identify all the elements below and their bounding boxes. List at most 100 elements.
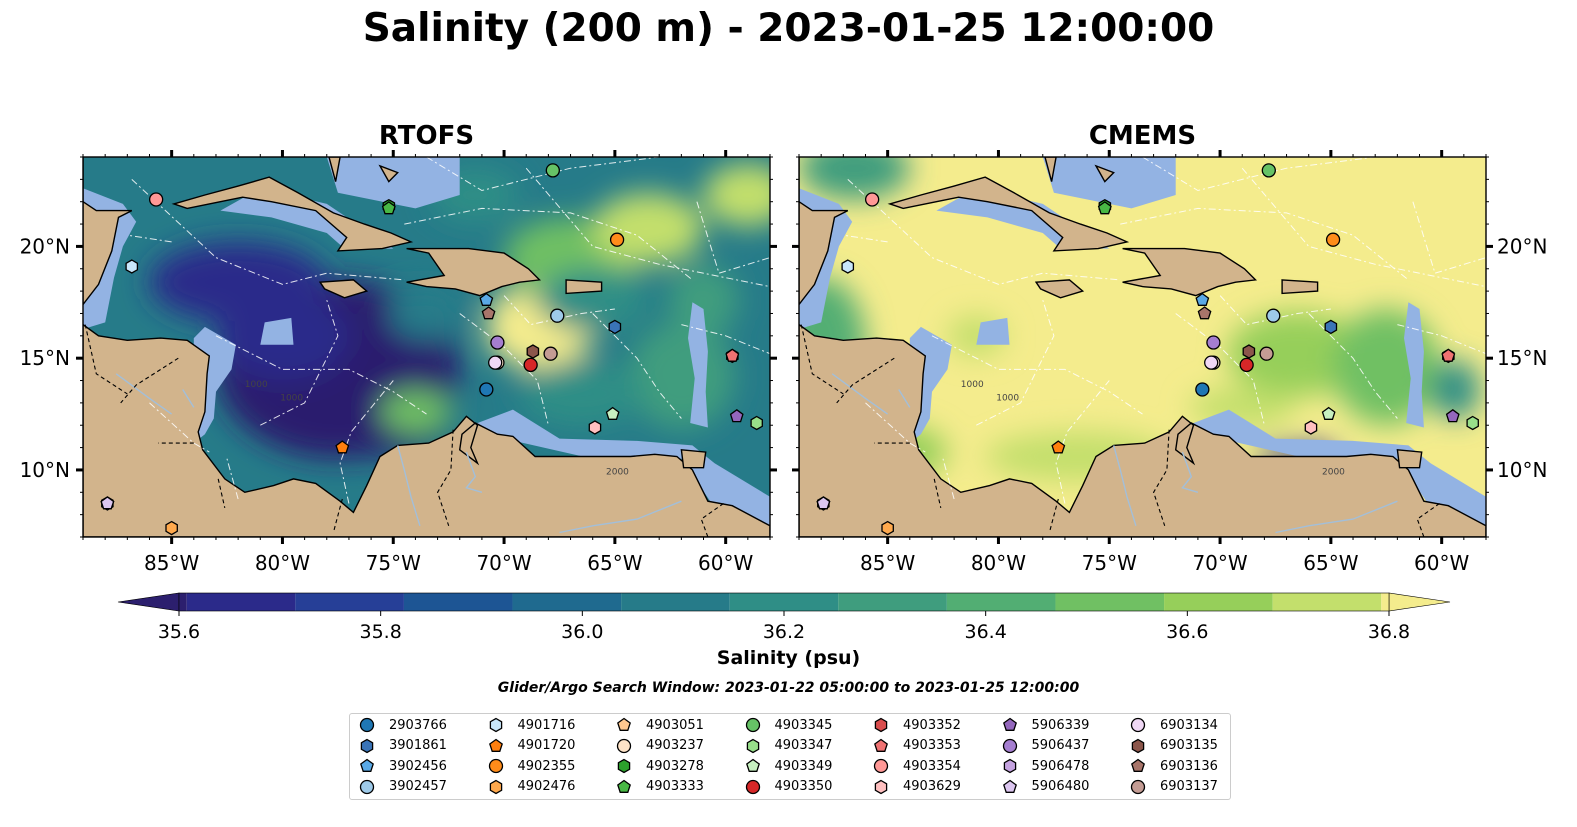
eez-boundary xyxy=(404,207,693,281)
land xyxy=(378,164,399,183)
legend-label: 4903353 xyxy=(903,738,961,753)
legend-label: 6903134 xyxy=(1160,717,1218,733)
land xyxy=(799,157,849,306)
colorbar-segment xyxy=(1164,593,1273,611)
legend-label: 3901861 xyxy=(389,738,447,753)
land xyxy=(83,323,770,537)
land xyxy=(1396,449,1423,469)
legend-marker-icon xyxy=(359,779,375,794)
float-marker-4903629 xyxy=(1304,420,1318,435)
isobath-label: 2000 xyxy=(1322,467,1345,477)
legend-marker-icon xyxy=(617,717,631,731)
isobath-label: 1000 xyxy=(280,394,303,404)
legend-item-4901720: 4901720 xyxy=(487,736,576,756)
legend-marker-icon xyxy=(489,717,502,733)
legend-label: 4902476 xyxy=(517,779,576,794)
land xyxy=(799,323,1486,537)
land xyxy=(1044,157,1057,182)
legend-marker-icon xyxy=(360,758,374,772)
legend-item-4901716: 4901716 xyxy=(487,715,575,735)
float-marker-6903137 xyxy=(543,346,558,361)
country-border xyxy=(120,357,179,404)
country-border xyxy=(800,324,844,395)
legend-marker-icon xyxy=(1003,758,1016,774)
eez-boundary xyxy=(942,458,955,500)
eez-boundary xyxy=(226,458,239,500)
legend-item-3902456: 3902456 xyxy=(358,756,447,776)
colorbar-tick-label: 36.0 xyxy=(561,621,603,643)
eez-boundary xyxy=(1055,380,1110,504)
eez-boundary xyxy=(931,335,1143,415)
lon-tick-label: 70°W xyxy=(476,551,531,575)
legend-item-4903353: 4903353 xyxy=(872,736,961,756)
legend-marker-shape xyxy=(489,779,502,794)
legend-item-4903354: 4903354 xyxy=(872,756,961,776)
salinity-patch xyxy=(668,264,739,336)
float-marker-4903629 xyxy=(588,420,602,435)
colorbar-segment xyxy=(186,593,296,611)
lon-tick-label: 75°W xyxy=(366,551,421,575)
legend-marker-icon xyxy=(745,779,760,794)
colorbar-tick-label: 36.2 xyxy=(763,621,805,643)
isobath-label: 1000 xyxy=(961,380,984,390)
float-marker-4903333 xyxy=(381,201,396,215)
eez-boundary xyxy=(525,167,770,288)
salinity-patch xyxy=(379,389,451,435)
legend-item-5906339: 5906339 xyxy=(1001,715,1089,735)
legend-label: 4903349 xyxy=(774,758,833,774)
legend-label: 4901720 xyxy=(517,738,576,753)
float-legend: 2903766 3901861 3902456 3902457 4901716 49017… xyxy=(349,713,1231,800)
legend-marker-icon xyxy=(874,738,888,752)
legend-marker-icon xyxy=(874,717,888,733)
legend-marker-shape xyxy=(874,738,888,752)
float-marker-4901716 xyxy=(125,259,139,274)
lon-tick-label: 85°W xyxy=(860,551,915,575)
legend-marker-shape xyxy=(488,738,503,752)
colorbar-segment xyxy=(512,593,622,611)
legend-label: 3902456 xyxy=(389,758,447,774)
lat-tick-label: 15°N xyxy=(20,346,70,370)
legend-marker-icon xyxy=(1002,779,1017,793)
eez-boundary xyxy=(1397,324,1486,355)
legend-label: 3902457 xyxy=(389,779,447,794)
legend-label: 4903345 xyxy=(774,717,833,733)
colorbar-segment xyxy=(1381,593,1389,611)
float-marker-6903134 xyxy=(488,355,503,370)
colorbar-tick-label: 36.8 xyxy=(1368,621,1410,643)
float-marker-4902355 xyxy=(609,232,625,247)
float-marker-5906480 xyxy=(100,496,115,510)
legend-marker-shape xyxy=(1131,758,1145,772)
legend-marker-shape xyxy=(1003,758,1016,774)
river xyxy=(1181,451,1199,493)
legend-marker-icon xyxy=(745,758,760,772)
country-border xyxy=(332,498,343,533)
legend-marker-icon xyxy=(489,779,502,794)
land xyxy=(887,176,1130,252)
legend-item-4903349: 4903349 xyxy=(744,756,833,776)
legend-label: 4903350 xyxy=(774,779,833,794)
legend-marker-shape xyxy=(874,779,888,794)
float-marker-3902456 xyxy=(1195,292,1210,306)
eez-boundary xyxy=(1308,313,1398,419)
panel-title-rtofs: RTOFS xyxy=(378,121,475,151)
lon-tick-label: 60°W xyxy=(698,551,753,575)
float-marker-4902476 xyxy=(881,520,894,536)
legend-marker-icon xyxy=(1002,738,1017,753)
legend-marker-shape xyxy=(745,779,760,794)
legend-marker-icon xyxy=(874,779,888,794)
legend-marker-shape xyxy=(488,758,503,774)
land xyxy=(171,176,414,252)
search-window-note: Glider/Argo Search Window: 2023-01-22 05… xyxy=(497,680,1080,696)
float-marker-4903353 xyxy=(725,348,740,362)
map-canvas: 1000 2000 1000 85°W 80°W 75°W 70°W 65°W 60°W 20°N… xyxy=(20,150,1547,575)
land xyxy=(1122,247,1258,297)
eez-boundary xyxy=(215,335,427,415)
lon-tick-label: 60°W xyxy=(1414,551,1469,575)
salinity-patch xyxy=(1333,309,1440,426)
legend-marker-shape xyxy=(360,758,374,772)
colorbar-tick-label: 35.8 xyxy=(360,621,402,643)
map-panel-cmems: 1000 2000 1000 85°W 80°W 75°W 70°W 65°W 60°W 20°N… xyxy=(792,150,1547,575)
country-border xyxy=(933,478,942,509)
lat-tick-label: 10°N xyxy=(20,458,70,482)
float-marker-4903345 xyxy=(545,163,560,178)
